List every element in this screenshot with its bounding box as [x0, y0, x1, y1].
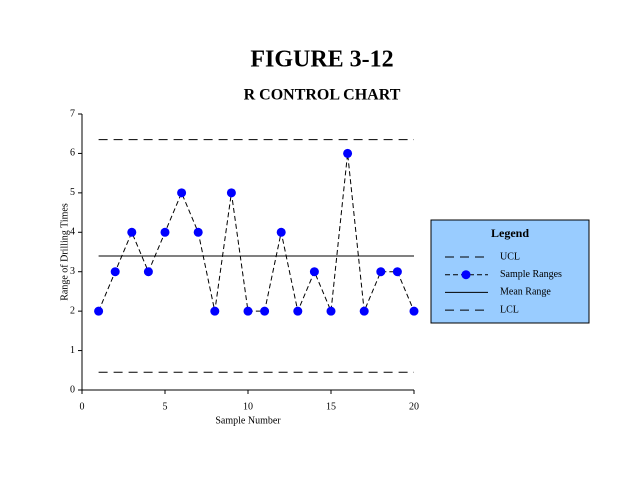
y-tick-label: 2	[70, 305, 75, 316]
x-tick-label: 20	[409, 401, 419, 412]
x-tick-label: 10	[243, 401, 253, 412]
y-tick-label: 1	[70, 345, 75, 356]
legend-title: Legend	[491, 226, 529, 240]
data-point	[409, 306, 419, 316]
y-tick-label: 3	[70, 266, 75, 277]
y-tick-label: 0	[70, 384, 75, 395]
data-line	[98, 153, 415, 313]
data-point	[293, 306, 303, 316]
data-point	[276, 227, 286, 237]
y-axis-label: Range of Drilling Times	[59, 203, 70, 301]
data-point	[243, 306, 253, 316]
x-tick-label: 15	[326, 401, 336, 412]
legend-marker	[461, 270, 471, 280]
data-point	[127, 227, 137, 237]
data-point	[177, 188, 187, 198]
legend-label: LCL	[500, 304, 519, 315]
y-tick-label: 6	[70, 148, 75, 159]
x-tick-label: 0	[80, 401, 85, 412]
y-tick-label: 4	[70, 227, 75, 238]
data-point	[326, 306, 336, 316]
data-point	[343, 148, 353, 158]
y-tick-label: 5	[70, 187, 75, 198]
chart-title: FIGURE 3-12	[250, 47, 393, 73]
legend-box	[430, 219, 590, 324]
x-axis-label: Sample Number	[215, 415, 281, 426]
data-point	[110, 267, 120, 277]
y-tick-label: 7	[70, 108, 75, 119]
legend-label: Sample Ranges	[500, 269, 562, 280]
data-point	[309, 267, 319, 277]
data-point	[260, 306, 270, 316]
data-point	[376, 267, 386, 277]
data-point	[193, 227, 203, 237]
data-point	[359, 306, 369, 316]
data-point	[143, 267, 153, 277]
chart-subtitle: R CONTROL CHART	[244, 87, 401, 104]
data-point	[226, 188, 236, 198]
data-point	[94, 306, 104, 316]
data-point	[210, 306, 220, 316]
data-point	[392, 267, 402, 277]
data-point	[160, 227, 170, 237]
x-tick-label: 5	[163, 401, 168, 412]
legend-label: Mean Range	[500, 287, 551, 298]
legend-label: UCL	[500, 251, 520, 262]
